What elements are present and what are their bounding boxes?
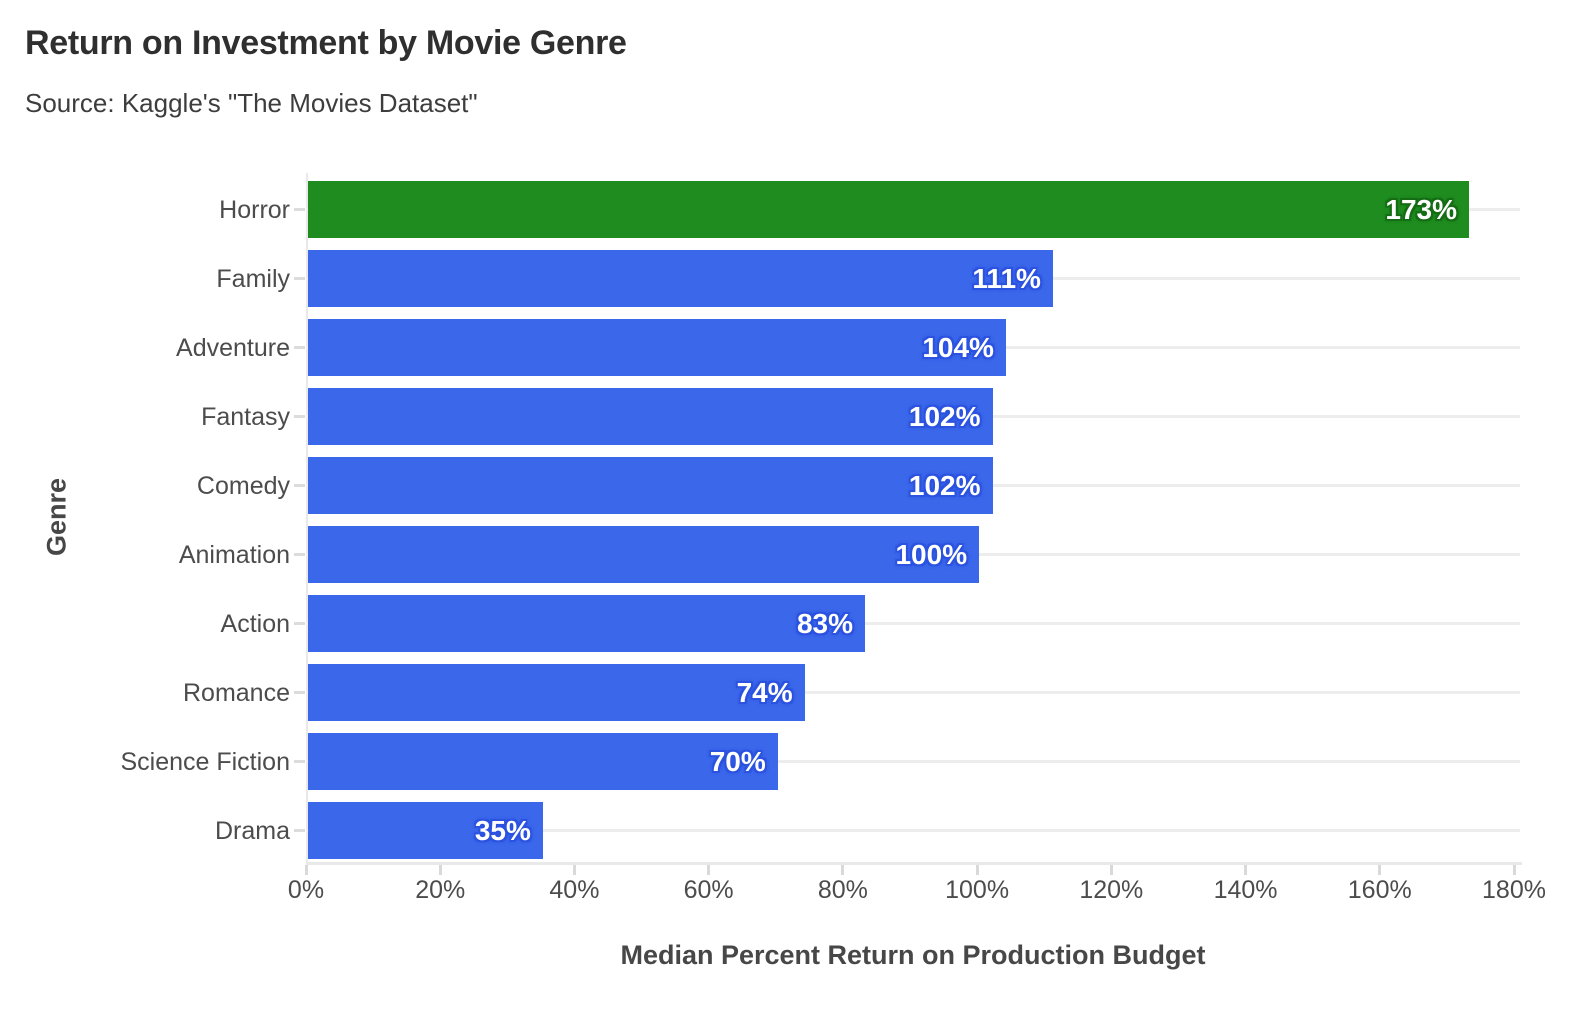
category-label: Adventure [176, 333, 290, 362]
category-label: Horror [219, 195, 290, 224]
gridline [306, 760, 1520, 763]
category-label: Science Fiction [120, 747, 290, 776]
chart-subtitle: Source: Kaggle's "The Movies Dataset" [25, 88, 478, 118]
y-tick-mark [294, 277, 305, 280]
x-axis-title: Median Percent Return on Production Budg… [620, 940, 1206, 970]
y-tick-mark [294, 553, 305, 556]
category-label: Animation [178, 540, 290, 569]
y-tick-mark [294, 760, 305, 763]
x-tick-label: 120% [1079, 876, 1144, 904]
bar-value-label: 173% [1385, 193, 1458, 225]
y-tick-mark [294, 415, 305, 418]
x-tick-mark [1109, 865, 1113, 875]
category-label: Fantasy [201, 402, 290, 431]
bar-value-label: 102% [908, 469, 981, 501]
x-tick-label: 80% [817, 876, 868, 904]
bar-romance: 74% [308, 664, 805, 721]
x-tick-label: 0% [287, 876, 325, 904]
bar-value-label: 104% [922, 331, 994, 363]
x-tick-label: 60% [683, 876, 734, 904]
category-label: Comedy [196, 471, 290, 500]
plot-area: 173% 111% 104% 102% 102% 100% 83% 74% 70% 35% [306, 173, 1520, 862]
bar-value-label: 83% [796, 607, 854, 639]
bar-value-label: 74% [736, 676, 793, 708]
bar-comedy: 102% [308, 457, 993, 514]
bar-science-fiction: 70% [308, 733, 778, 790]
bar-value-label: 111% [972, 262, 1041, 294]
gridline [306, 829, 1520, 832]
x-tick-mark [1512, 865, 1516, 875]
bar-action: 83% [308, 595, 866, 652]
bar-horror: 173% [308, 181, 1470, 238]
x-tick-label: 180% [1482, 876, 1546, 904]
x-tick-mark [975, 865, 979, 875]
category-label: Drama [214, 816, 290, 845]
y-tick-mark [294, 484, 305, 487]
bar-fantasy: 102% [308, 388, 993, 445]
gridline [306, 622, 1520, 625]
bar-value-label: 35% [474, 814, 531, 846]
y-tick-mark [294, 208, 305, 211]
x-tick-mark [1378, 865, 1382, 875]
x-tick-label: 140% [1213, 876, 1278, 904]
x-tick-mark [707, 865, 711, 875]
x-tick-mark [1244, 865, 1248, 875]
category-label: Romance [183, 678, 290, 707]
bar-value-label: 102% [908, 400, 981, 432]
x-tick-mark [438, 865, 442, 875]
x-tick-mark [841, 865, 845, 875]
x-tick-mark [304, 865, 308, 875]
x-tick-label: 20% [415, 876, 466, 904]
chart-title: Return on Investment by Movie Genre [25, 24, 627, 62]
category-label: Action [220, 609, 290, 638]
x-axis-line [306, 862, 1522, 865]
x-tick-label: 40% [549, 876, 600, 904]
category-label: Family [216, 264, 290, 293]
y-tick-mark [294, 691, 305, 694]
y-tick-mark [294, 622, 305, 625]
gridline [306, 691, 1520, 694]
x-tick-mark [572, 865, 576, 875]
x-tick-label: 160% [1347, 876, 1412, 904]
bar-animation: 100% [308, 526, 980, 583]
bar-family: 111% [308, 250, 1053, 307]
y-tick-mark [294, 829, 305, 832]
y-tick-mark [294, 346, 305, 349]
bar-value-label: 70% [709, 745, 766, 777]
bar-drama: 35% [308, 802, 543, 859]
bar-value-label: 100% [895, 538, 968, 570]
y-axis-spine [306, 173, 308, 862]
x-tick-label: 100% [945, 876, 1010, 904]
bar-adventure: 104% [308, 319, 1006, 376]
